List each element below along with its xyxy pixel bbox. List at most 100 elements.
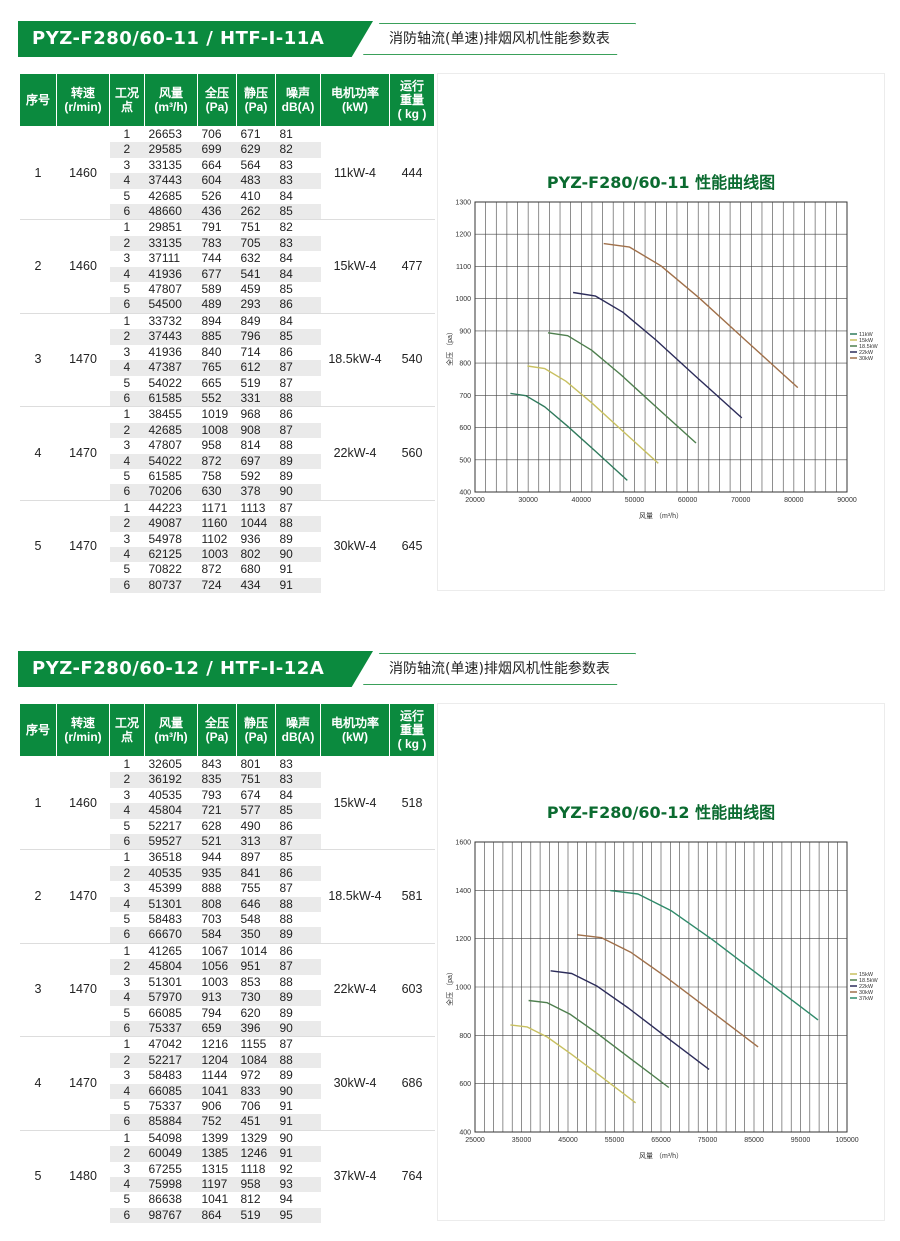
noise-value: 90: [275, 1083, 321, 1099]
noise-value: 84: [279, 251, 293, 266]
series-line: [528, 999, 670, 1089]
airflow-value: 54978: [148, 531, 182, 546]
noise-value: 90: [275, 1129, 321, 1147]
total-pressure: 1008: [197, 422, 237, 439]
noise-value: 85: [275, 849, 321, 866]
operating-point: 6: [109, 204, 145, 220]
legend-label: 18.5kW: [859, 978, 878, 984]
operating-point: 1: [109, 1036, 145, 1053]
x-tick-label: 45000: [558, 1137, 578, 1144]
airflow-value: 66085: [148, 1005, 182, 1020]
total-pressure: 1102: [201, 531, 228, 546]
x-tick-label: 55000: [605, 1137, 625, 1144]
noise-value: 88: [279, 974, 293, 989]
total-pressure: 1041: [197, 1083, 237, 1099]
operating-point: 3: [123, 438, 131, 453]
static-pressure: 490: [240, 818, 261, 833]
noise-value: 86: [275, 865, 321, 882]
total-pressure: 835: [197, 772, 237, 788]
static-pressure: 378: [236, 484, 276, 501]
static-pressure: 958: [236, 1176, 276, 1193]
column-header: 静压 (Pa): [236, 73, 276, 127]
total-pressure: 436: [197, 204, 237, 220]
noise-value: 83: [275, 772, 321, 788]
total-pressure: 584: [197, 927, 237, 944]
noise-value: 87: [275, 959, 321, 975]
noise-value: 92: [279, 1161, 293, 1176]
operating-point: 5: [123, 912, 131, 927]
static-pressure: 519: [240, 375, 261, 390]
table-row: 2 52217 1204 1084 88: [20, 1052, 435, 1069]
airflow-value: 51301: [148, 974, 182, 989]
column-header: 工况 点: [109, 73, 145, 127]
airflow-value: 33732: [144, 312, 198, 330]
y-axis-label: 全压 （pa）: [445, 328, 454, 366]
static-pressure: 396: [236, 1020, 276, 1037]
column-header: 转速 (r/min): [56, 703, 110, 757]
speed-value: 1460: [56, 755, 110, 850]
table-row: 2 45804 1056 951 87: [20, 959, 435, 975]
operating-point: 1: [109, 126, 145, 143]
table-row: 5 1470 1 44223 1171 1113 87 30kW-4 645: [19, 499, 435, 594]
table-row: 3 54978 1102 936 89: [20, 532, 435, 547]
static-pressure: 841: [236, 865, 276, 882]
airflow-value: 41265: [144, 942, 198, 960]
airflow-value: 66670: [144, 927, 198, 944]
total-pressure: 664: [201, 157, 222, 172]
operating-point: 1: [109, 312, 145, 330]
total-pressure: 1216: [197, 1036, 237, 1053]
column-header: 电机功率 (kW): [320, 73, 390, 127]
table-row: 5 47807 589 459 85: [20, 282, 435, 297]
total-pressure: 724: [197, 577, 237, 594]
noise-value: 82: [275, 219, 321, 236]
airflow-value: 45399: [148, 881, 182, 896]
total-pressure: 665: [201, 375, 222, 390]
static-pressure: 459: [240, 282, 261, 297]
static-pressure: 814: [240, 438, 261, 453]
total-pressure: 872: [197, 453, 237, 469]
noise-value: 87: [275, 834, 321, 850]
table-row: 6 48660 436 262 85: [20, 204, 435, 220]
y-tick-label: 400: [459, 490, 471, 497]
static-pressure: 410: [240, 188, 261, 203]
airflow-value: 37443: [144, 329, 198, 345]
column-header: 序号: [19, 73, 57, 127]
airflow-value: 60049: [144, 1146, 198, 1162]
noise-value: 95: [275, 1207, 321, 1224]
total-pressure: 840: [201, 344, 222, 359]
column-header: 噪声 dB(A): [275, 73, 321, 127]
table-row: 2 36192 835 751 83: [20, 772, 435, 788]
weight-value: 444: [389, 125, 435, 220]
column-header: 序号: [19, 703, 57, 757]
column-header: 风量 (m³/h): [144, 73, 198, 127]
total-pressure: 1399: [197, 1129, 237, 1147]
y-tick-label: 600: [459, 1081, 471, 1088]
noise-value: 90: [275, 1020, 321, 1037]
total-pressure: 1067: [197, 942, 237, 960]
static-pressure: 548: [240, 912, 261, 927]
row-number: 2: [19, 849, 57, 944]
table-row: 1 1460 1 26653 706 671 81 11kW-4 444: [19, 125, 435, 220]
total-pressure: 794: [201, 1005, 222, 1020]
total-pressure: 677: [197, 266, 237, 283]
airflow-value: 41936: [148, 344, 182, 359]
operating-point: 4: [109, 266, 145, 283]
static-pressure: 313: [236, 834, 276, 850]
table-row: 6 70206 630 378 90: [20, 484, 435, 501]
operating-point: 6: [109, 834, 145, 850]
operating-point: 4: [109, 803, 145, 819]
noise-value: 84: [279, 787, 293, 802]
operating-point: 5: [123, 1192, 131, 1207]
x-tick-label: 75000: [698, 1137, 718, 1144]
operating-point: 1: [109, 406, 145, 423]
operating-point: 3: [123, 157, 131, 172]
total-pressure: 1160: [197, 516, 237, 532]
table-row: 4 54022 872 697 89: [20, 453, 435, 469]
total-pressure: 1204: [197, 1052, 237, 1069]
table-row: 6 75337 659 396 90: [20, 1020, 435, 1037]
total-pressure: 526: [201, 188, 222, 203]
total-pressure: 864: [197, 1207, 237, 1224]
airflow-value: 54022: [148, 375, 182, 390]
total-pressure: 1019: [197, 406, 237, 423]
x-tick-label: 65000: [651, 1137, 671, 1144]
